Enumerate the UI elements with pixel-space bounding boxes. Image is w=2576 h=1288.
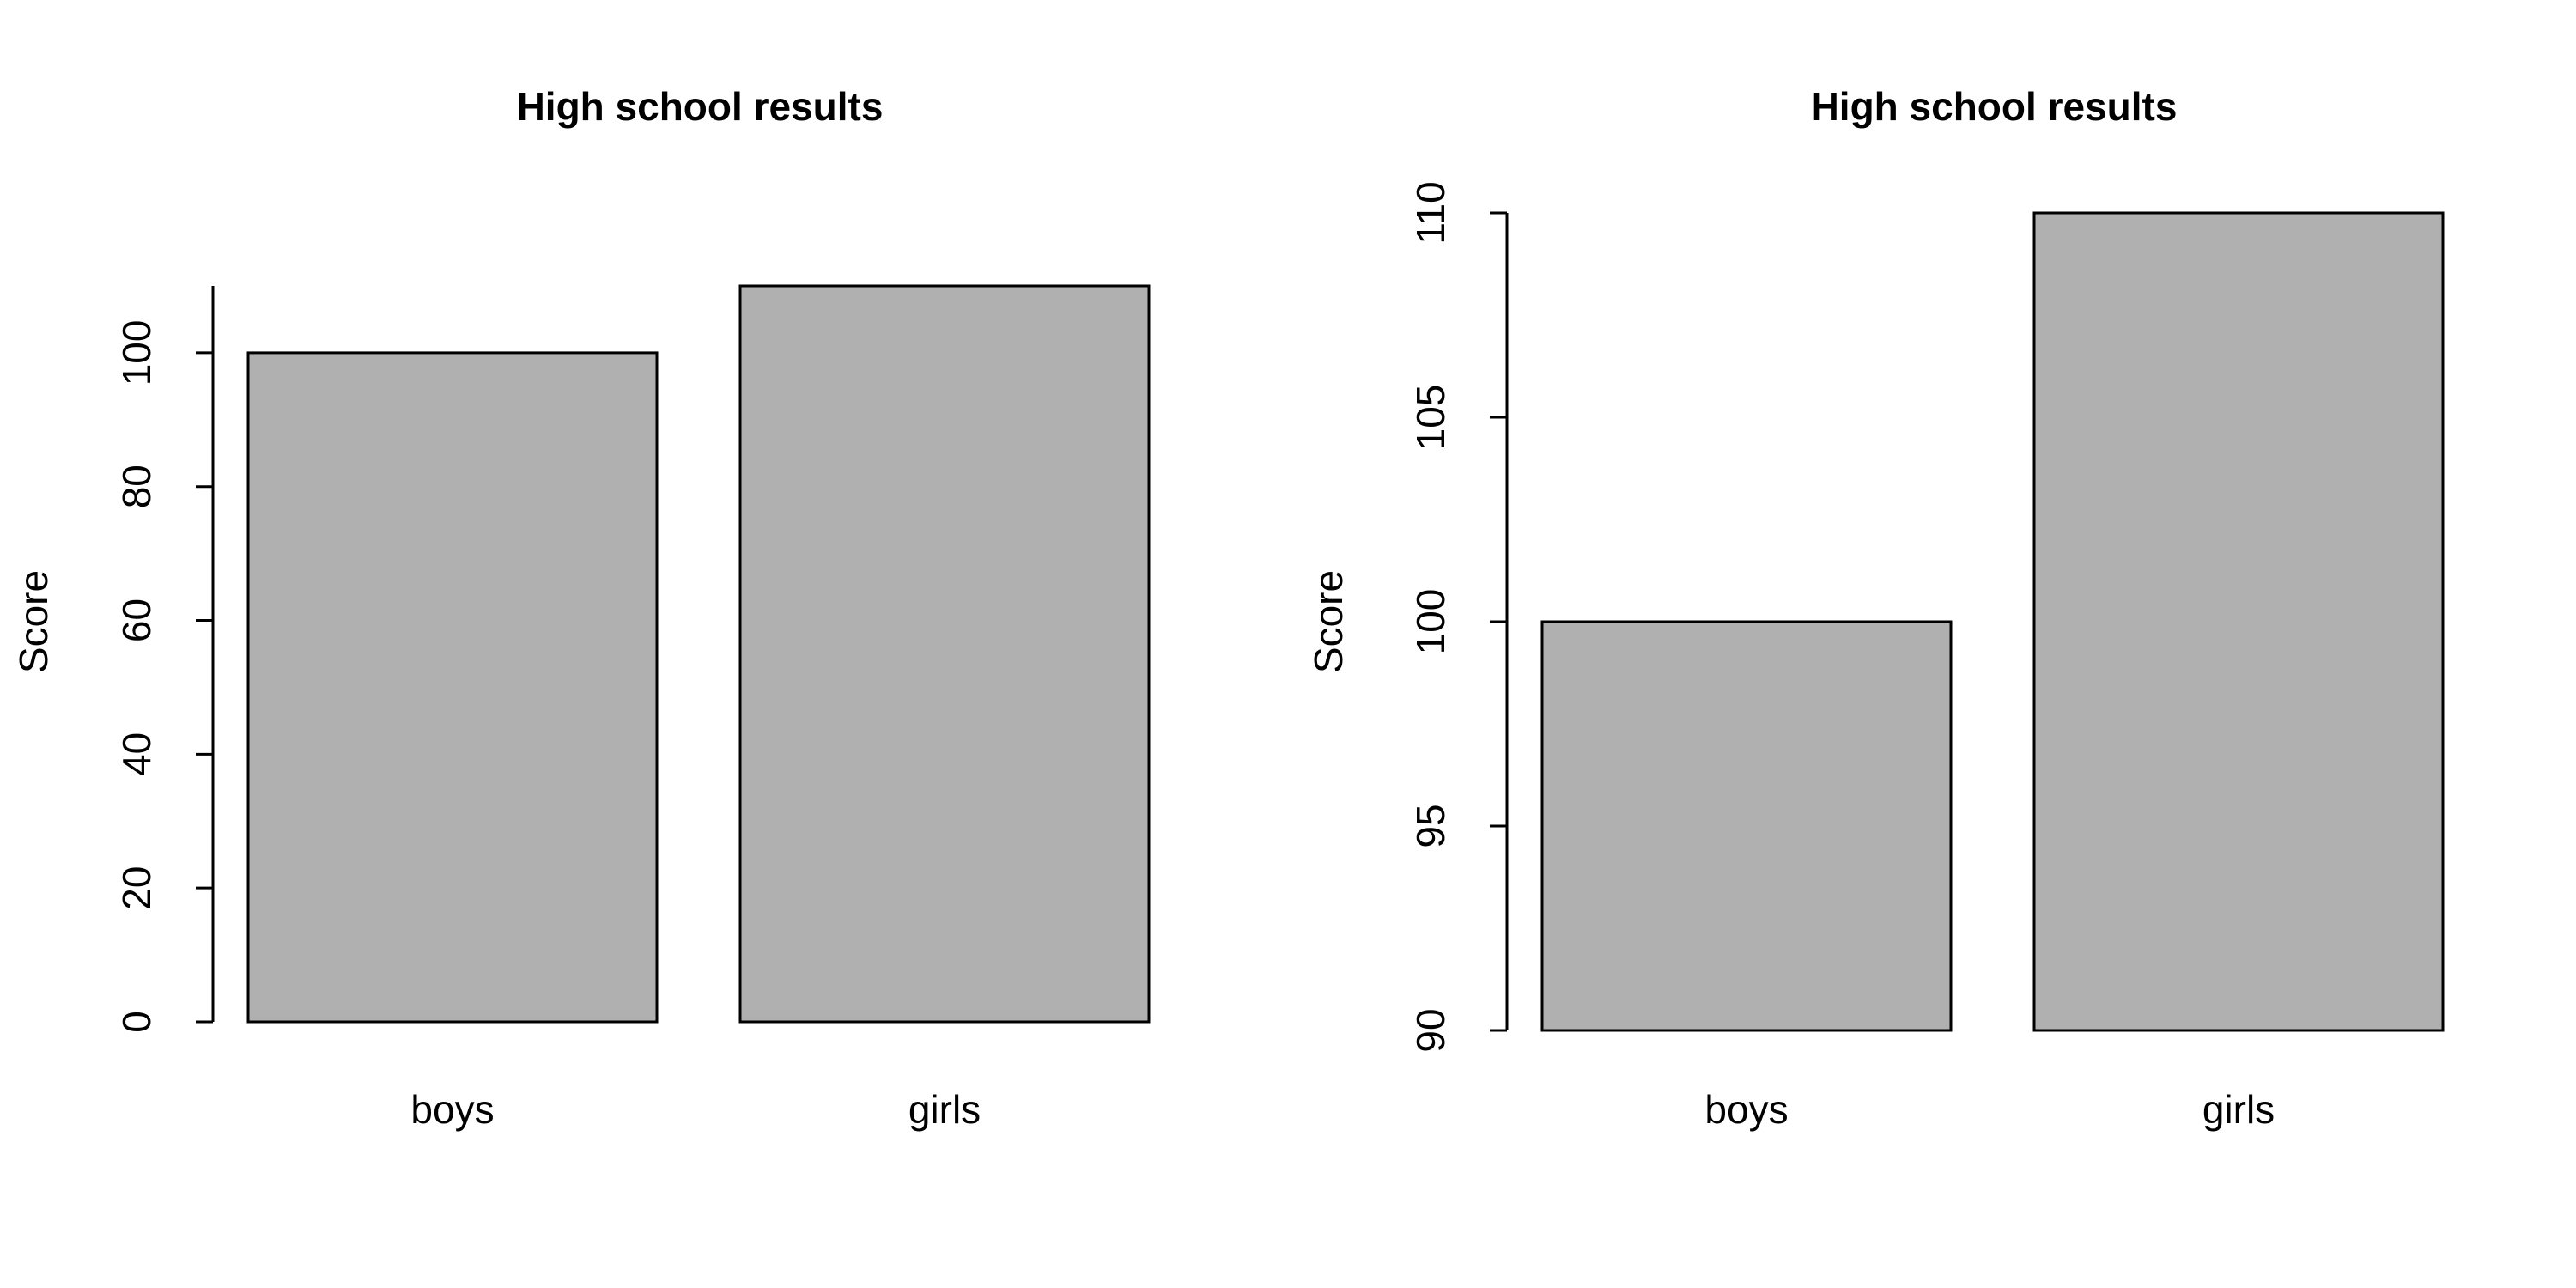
y-axis-ticks: 90 95 100 105 110	[1408, 181, 1507, 1053]
y-tick-label: 60	[114, 598, 159, 642]
y-tick-label: 100	[1408, 589, 1453, 655]
bar-girls	[738, 284, 1151, 1024]
bars	[1540, 211, 2445, 1032]
y-tick-label: 90	[1408, 1008, 1453, 1052]
y-tick-label: 0	[114, 1011, 159, 1033]
bar-boys	[1540, 620, 1953, 1032]
y-tick-label: 40	[114, 732, 159, 776]
bar-boys	[246, 351, 659, 1024]
category-labels: boys girls	[1704, 1087, 2275, 1132]
category-labels: boys girls	[410, 1087, 981, 1132]
y-tick-label: 20	[114, 866, 159, 910]
chart-panel-left: High school results Score 0 20 40 60 80 100 b…	[11, 84, 1151, 1132]
chart-panel-right: High school results Score 9095100105110 …	[1306, 84, 2445, 1132]
bars	[246, 284, 1151, 1024]
category-label: boys	[1704, 1087, 1788, 1132]
bar-girls	[2032, 211, 2445, 1032]
y-axis-label: Score	[11, 570, 56, 673]
chart-title: High school results	[1811, 84, 2178, 129]
category-label: girls	[2202, 1087, 2275, 1132]
y-tick-label: 105	[1408, 385, 1453, 451]
y-axis-ticks: 0 20 40 60 80 100	[114, 320, 213, 1033]
y-tick-label: 100	[114, 320, 159, 386]
y-tick-label: 80	[114, 465, 159, 508]
chart-title: High school results	[517, 84, 884, 129]
category-label: girls	[908, 1087, 981, 1132]
category-label: boys	[410, 1087, 494, 1132]
y-axis-label: Score	[1306, 570, 1351, 673]
y-tick-label: 95	[1408, 804, 1453, 848]
y-tick-label: 110	[1408, 181, 1453, 244]
